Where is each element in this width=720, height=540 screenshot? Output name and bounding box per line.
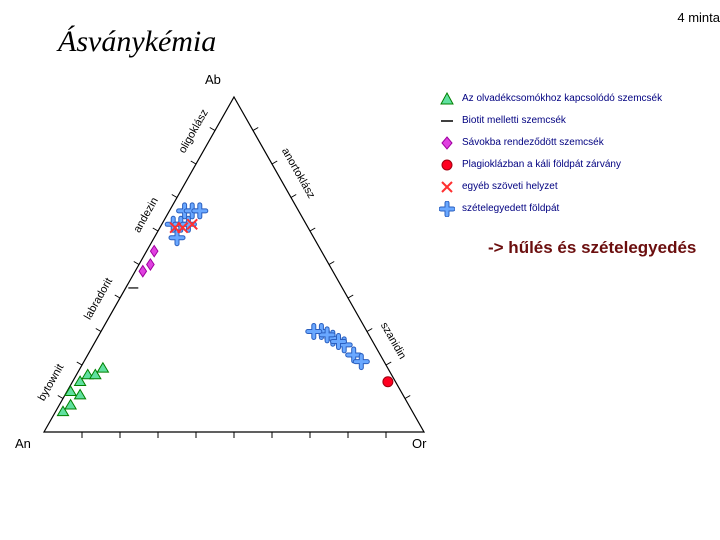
legend-label: egyéb szöveti helyzet — [458, 182, 558, 192]
diamond-icon — [436, 135, 458, 151]
legend-row: Sávokba rendeződött szemcsék — [436, 132, 662, 154]
vertex-left-label: An — [15, 436, 31, 451]
legend: Az olvadékcsomókhoz kapcsolódó szemcsék B… — [436, 88, 662, 220]
legend-row: Biotit melletti szemcsék — [436, 110, 662, 132]
legend-row: Plagioklázban a káli földpát zárvány — [436, 154, 662, 176]
legend-label: Biotit melletti szemcsék — [458, 116, 566, 126]
circle-icon — [436, 157, 458, 173]
annotation-text: -> hűlés és szételegyedés — [488, 238, 696, 258]
page-title: Ásványkémia — [58, 25, 216, 59]
legend-row: szételegyedett földpát — [436, 198, 662, 220]
corner-label: 4 minta — [677, 10, 720, 25]
edge-label: andezin — [131, 195, 160, 234]
plus-fat-icon — [436, 201, 458, 217]
legend-label: Plagioklázban a káli földpát zárvány — [458, 160, 621, 170]
vertex-top-label: Ab — [205, 72, 221, 87]
dash-icon — [436, 113, 458, 129]
edge-label: anortoklász — [279, 146, 317, 201]
ternary-plot: bytownitlabradoritandezinoligoklászanort… — [14, 82, 474, 462]
legend-row: egyéb szöveti helyzet — [436, 176, 662, 198]
edge-label: szanidin — [378, 320, 408, 361]
x-icon — [436, 179, 458, 195]
legend-row: Az olvadékcsomókhoz kapcsolódó szemcsék — [436, 88, 662, 110]
vertex-right-label: Or — [412, 436, 426, 451]
edge-label: bytownit — [36, 362, 66, 403]
triangle-icon — [436, 91, 458, 107]
legend-label: Az olvadékcsomókhoz kapcsolódó szemcsék — [458, 94, 662, 104]
legend-label: szételegyedett földpát — [458, 204, 559, 214]
legend-label: Sávokba rendeződött szemcsék — [458, 138, 604, 148]
